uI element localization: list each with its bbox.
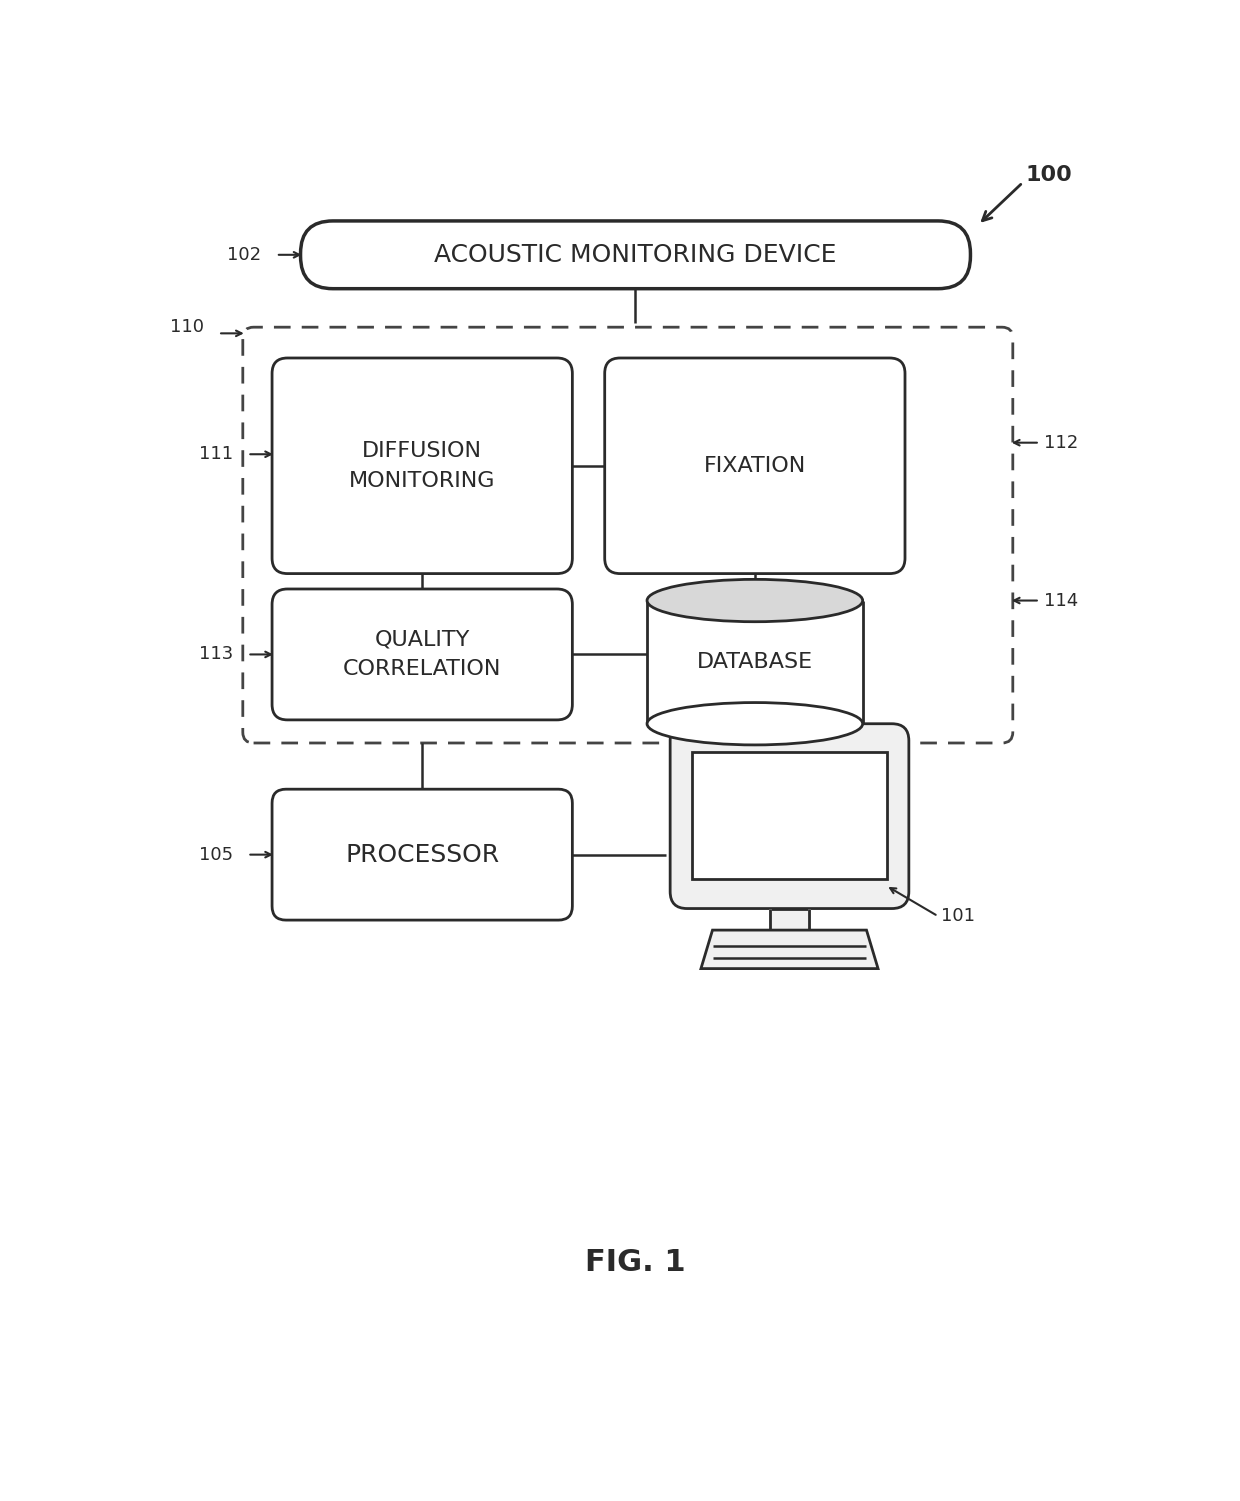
Text: 105: 105	[198, 845, 233, 863]
Bar	[647, 600, 863, 723]
Polygon shape	[701, 931, 878, 968]
Text: PROCESSOR: PROCESSOR	[345, 842, 500, 866]
FancyBboxPatch shape	[300, 221, 971, 288]
Ellipse shape	[647, 702, 863, 744]
Text: DATABASE: DATABASE	[697, 651, 813, 672]
FancyBboxPatch shape	[692, 752, 888, 880]
Ellipse shape	[647, 579, 863, 621]
Text: 102: 102	[227, 246, 262, 264]
Text: 114: 114	[1044, 591, 1078, 609]
Text: ACOUSTIC MONITORING DEVICE: ACOUSTIC MONITORING DEVICE	[434, 243, 837, 267]
Text: 112: 112	[1044, 434, 1078, 452]
Text: 113: 113	[198, 645, 233, 663]
FancyBboxPatch shape	[272, 359, 573, 573]
FancyBboxPatch shape	[272, 790, 573, 920]
Text: 101: 101	[941, 907, 975, 925]
FancyBboxPatch shape	[272, 588, 573, 720]
Text: 110: 110	[170, 318, 203, 336]
FancyBboxPatch shape	[605, 359, 905, 573]
Bar	[770, 908, 808, 931]
Text: QUALITY
CORRELATION: QUALITY CORRELATION	[343, 629, 501, 680]
Text: FIXATION: FIXATION	[704, 456, 806, 476]
Text: 100: 100	[1025, 165, 1073, 185]
Text: FIG. 1: FIG. 1	[585, 1249, 686, 1277]
FancyBboxPatch shape	[670, 723, 909, 908]
Text: DIFFUSION
MONITORING: DIFFUSION MONITORING	[348, 441, 496, 491]
Text: 111: 111	[198, 446, 233, 464]
